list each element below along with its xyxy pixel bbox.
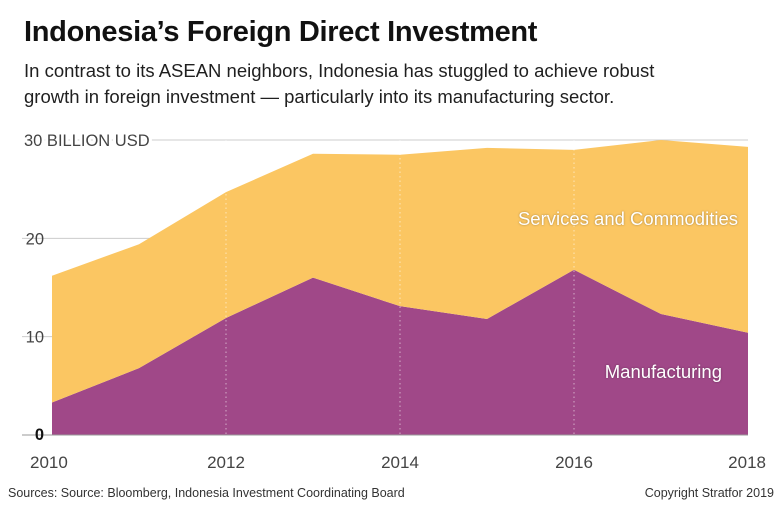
- x-tick-label: 2016: [555, 453, 593, 472]
- x-tick-label: 2010: [30, 453, 68, 472]
- overlay-layer: [22, 140, 748, 436]
- label-layer: 30 BILLION USD 0 10 20 2010 2012 2014 2016 2018 M…: [21, 129, 766, 472]
- subtitle-line-1: In contrast to its ASEAN neighbors, Indo…: [24, 60, 655, 81]
- subtitle-line-2: growth in foreign investment — particula…: [24, 86, 615, 107]
- manufacturing-series-label: Manufacturing: [605, 361, 722, 382]
- y-axis-unit-label: 30 BILLION USD: [24, 132, 150, 150]
- y-tick-label: 10: [26, 329, 44, 347]
- services-series-label: Services and Commodities: [518, 208, 738, 229]
- x-tick-label: 2012: [207, 453, 245, 472]
- copyright-note: Copyright Stratfor 2019: [644, 486, 774, 500]
- x-tick-label: 2014: [381, 453, 419, 472]
- chart-subtitle: In contrast to its ASEAN neighbors, Indo…: [24, 58, 764, 110]
- y-tick-label: 20: [26, 230, 44, 248]
- area-layer: [52, 140, 748, 435]
- y-tick-label: 0: [35, 426, 44, 444]
- chart-title: Indonesia’s Foreign Direct Investment: [24, 16, 538, 48]
- x-tick-label: 2018: [728, 453, 766, 472]
- source-note: Sources: Source: Bloomberg, Indonesia In…: [8, 486, 405, 500]
